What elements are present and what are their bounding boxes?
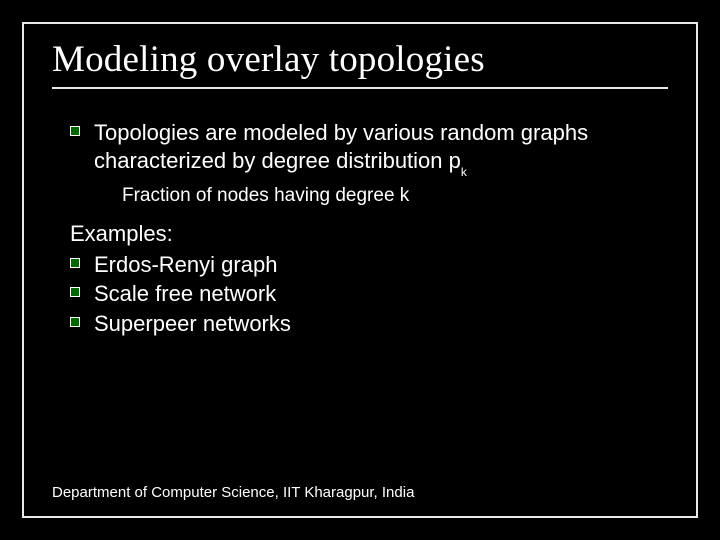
- main-text-prefix: Topologies are modeled by various random…: [94, 120, 588, 173]
- sub-note: Fraction of nodes having degree k: [122, 185, 668, 207]
- slide-body: Topologies are modeled by various random…: [52, 119, 668, 339]
- slide-container: Modeling overlay topologies Topologies a…: [22, 22, 698, 518]
- footer-text: Department of Computer Science, IIT Khar…: [52, 484, 414, 501]
- bullet-item-main: Topologies are modeled by various random…: [70, 119, 668, 177]
- square-bullet-icon: [70, 287, 80, 297]
- square-bullet-icon: [70, 126, 80, 136]
- square-bullet-icon: [70, 317, 80, 327]
- example-item: Erdos-Renyi graph: [70, 251, 668, 280]
- slide-title: Modeling overlay topologies: [52, 38, 668, 89]
- example-item: Superpeer networks: [70, 310, 668, 339]
- example-text: Scale free network: [94, 280, 276, 309]
- example-text: Superpeer networks: [94, 310, 291, 339]
- examples-label: Examples:: [70, 221, 668, 247]
- example-item: Scale free network: [70, 280, 668, 309]
- subscript-k: k: [461, 165, 467, 179]
- example-text: Erdos-Renyi graph: [94, 251, 277, 280]
- square-bullet-icon: [70, 258, 80, 268]
- bullet-text-main: Topologies are modeled by various random…: [94, 119, 668, 177]
